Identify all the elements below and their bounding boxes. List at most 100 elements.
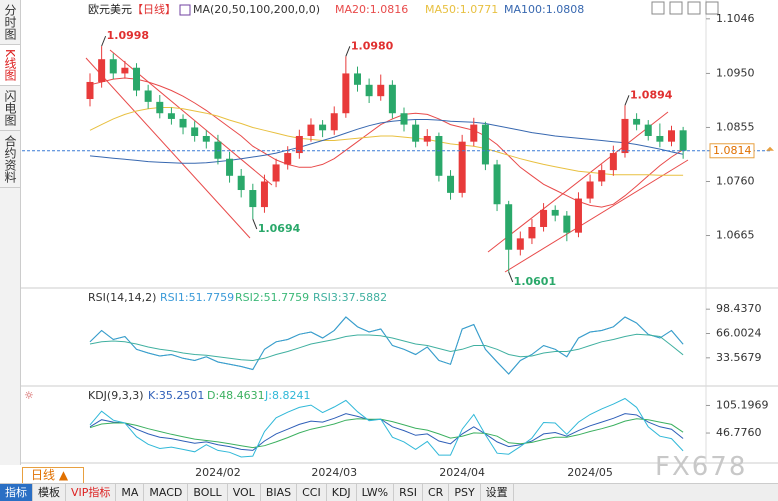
y-tick-label: 1.0760 — [716, 174, 755, 187]
annotation: 1.0998 — [107, 29, 149, 42]
annotation-leader — [624, 95, 630, 106]
toolbar-tab[interactable]: BIAS — [261, 484, 298, 501]
candle-body — [516, 238, 524, 250]
legend-entry: RSI2:51.7759 — [235, 291, 309, 304]
candle-body — [633, 118, 641, 125]
plot-clip — [89, 397, 684, 458]
candle-body — [644, 124, 652, 136]
series-line — [89, 316, 684, 375]
candle-body — [609, 153, 617, 171]
candle-body — [156, 101, 164, 114]
period-selector[interactable]: 日线 ▲ — [22, 467, 84, 484]
candle-body — [260, 181, 268, 208]
period-arrow: ▲ — [58, 468, 69, 482]
candle-body — [121, 67, 129, 74]
candle-body — [179, 118, 187, 128]
last-price-box — [709, 143, 755, 159]
toolbar-tab[interactable]: RSI — [394, 484, 423, 501]
candle-body — [447, 175, 455, 193]
toolbar-tab[interactable]: 设置 — [481, 484, 514, 501]
ma-icon — [179, 4, 191, 16]
annotation: 1.0980 — [351, 39, 394, 52]
series-line — [89, 316, 684, 375]
candle-body — [377, 84, 385, 97]
candle-body — [598, 170, 606, 182]
icon[interactable] — [705, 1, 719, 15]
candle-body — [144, 90, 152, 102]
last-price-arrow — [766, 146, 774, 151]
y-tick-label: 98.4370 — [716, 302, 762, 315]
candle-body — [656, 135, 664, 142]
period-label: 【日线】 — [132, 2, 176, 16]
icon[interactable] — [669, 1, 683, 15]
sidebar: 分时图 K线图 闪电图 合约资料 — [0, 0, 21, 465]
series-line — [89, 397, 684, 458]
toolbar-tab[interactable]: VIP指标 — [66, 484, 117, 501]
annotation: 1.0694 — [258, 222, 301, 235]
candle-body — [167, 113, 175, 119]
candle-body — [621, 118, 629, 154]
toolbar-icons[interactable] — [651, 1, 719, 15]
candle-body — [109, 59, 117, 74]
annotation-leader — [252, 218, 258, 230]
candle-body — [586, 181, 594, 199]
toolbar-tab[interactable]: BOLL — [188, 484, 228, 501]
plot-clip — [89, 316, 684, 375]
candle-body — [470, 124, 478, 142]
y-tick-label: 1.0665 — [716, 229, 755, 242]
candle-body — [319, 124, 327, 131]
annotation-leader — [345, 46, 351, 57]
toolbar-tab[interactable]: 指标 — [0, 484, 33, 501]
candle-body — [551, 209, 559, 216]
candle-body — [330, 113, 338, 131]
candle-body — [295, 135, 303, 154]
indicator-toolbar: 指标 模板 VIP指标 MA MACD BOLL VOL BIAS CCI KDJ LW% RSI CR… — [0, 483, 778, 501]
toolbar-tab[interactable]: KDJ — [327, 484, 357, 501]
x-tick-label: 2024/03 — [311, 466, 357, 479]
series-line — [89, 107, 684, 176]
series-line — [89, 413, 684, 451]
toolbar-tab[interactable]: MA — [116, 484, 145, 501]
period-text: 日线 — [31, 468, 56, 482]
trend-lines — [85, 49, 689, 273]
candle-body — [400, 113, 408, 125]
side-tab[interactable]: K线图 — [0, 45, 20, 86]
annotation: 1.0601 — [514, 275, 556, 288]
toolbar-tab[interactable]: MACD — [144, 484, 189, 501]
candle-body — [574, 198, 582, 233]
candle-body — [423, 135, 431, 142]
candle-body — [365, 84, 373, 97]
trend-line — [85, 57, 251, 239]
candle-body — [307, 124, 315, 136]
gear-icon[interactable]: ☼ — [24, 389, 34, 402]
panel-title: RSI(14,14,2) — [88, 291, 156, 304]
candle-body — [528, 226, 536, 239]
legend-entry: J:8.8241 — [264, 389, 310, 402]
side-tab[interactable]: 分时图 — [0, 0, 20, 45]
icon[interactable] — [651, 1, 665, 15]
x-tick-label: 2024/04 — [439, 466, 485, 479]
toolbar-tab[interactable]: LW% — [357, 484, 395, 501]
toolbar-tab[interactable]: 模板 — [33, 484, 66, 501]
icon[interactable] — [687, 1, 701, 15]
toolbar-tab[interactable]: CCI — [297, 484, 327, 501]
series-line — [89, 418, 684, 449]
y-tick-label: 105.1969 — [716, 398, 769, 411]
plot-clip — [89, 77, 684, 208]
toolbar-tab[interactable]: CR — [423, 484, 450, 501]
toolbar-tab[interactable]: VOL — [228, 484, 261, 501]
side-tab[interactable]: 闪电图 — [0, 86, 20, 131]
candle-body — [133, 67, 141, 91]
candle-body — [237, 175, 245, 191]
candle-body — [214, 141, 222, 159]
legend-entry: K:35.2501 — [148, 389, 204, 402]
candle-body — [342, 73, 350, 114]
candle-body — [353, 73, 361, 85]
side-tab[interactable]: 合约资料 — [0, 131, 20, 188]
annotation: 1.0894 — [630, 88, 673, 101]
legend-entry: MA50:1.0771 — [425, 3, 498, 16]
y-tick-label: 1.0950 — [716, 66, 755, 79]
candle-body — [563, 215, 571, 233]
candle-body — [191, 127, 199, 136]
toolbar-tab[interactable]: PSY — [449, 484, 481, 501]
